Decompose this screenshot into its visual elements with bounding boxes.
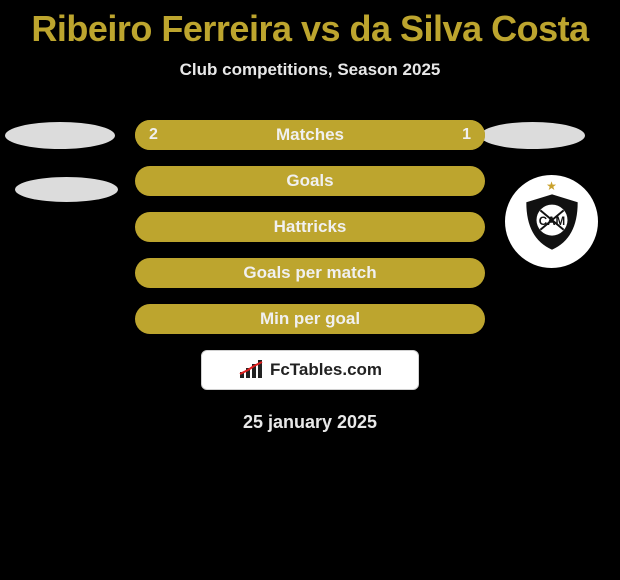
footer-date: 25 january 2025	[0, 412, 620, 433]
stat-label: Hattricks	[135, 212, 485, 242]
page-subtitle: Club competitions, Season 2025	[0, 60, 620, 80]
chart-icon	[238, 360, 266, 380]
stats-area: 2 1 Matches Goals Hattricks Goals per ma…	[0, 120, 620, 334]
stat-label: Min per goal	[135, 304, 485, 334]
watermark-text: FcTables.com	[270, 360, 382, 380]
stat-label: Goals per match	[135, 258, 485, 288]
stat-label: Goals	[135, 166, 485, 196]
stat-label: Matches	[135, 120, 485, 150]
stat-row-min-per-goal: Min per goal	[135, 304, 485, 334]
stat-row-goals: Goals	[135, 166, 485, 196]
page-title: Ribeiro Ferreira vs da Silva Costa	[0, 0, 620, 50]
watermark: FcTables.com	[201, 350, 419, 390]
stat-row-matches: 2 1 Matches	[135, 120, 485, 150]
stat-row-goals-per-match: Goals per match	[135, 258, 485, 288]
stat-row-hattricks: Hattricks	[135, 212, 485, 242]
